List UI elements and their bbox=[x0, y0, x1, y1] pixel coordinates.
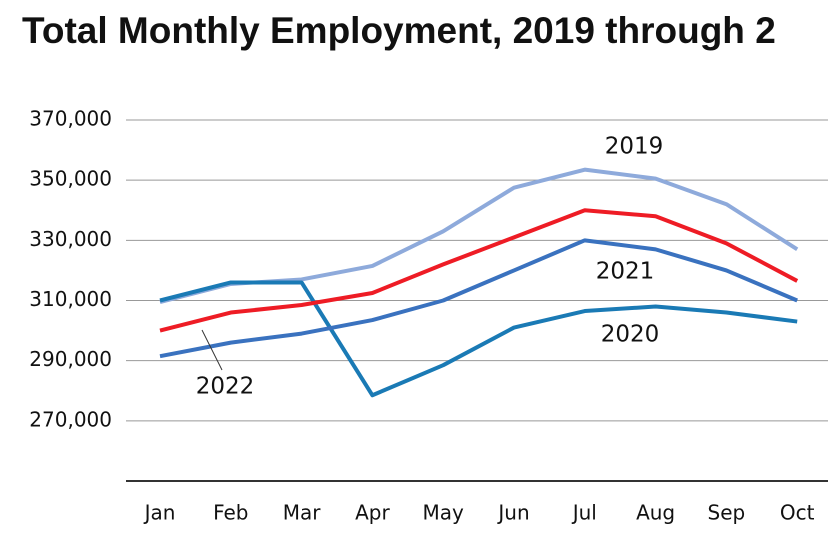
x-tick-label: Sep bbox=[708, 501, 746, 525]
y-tick-label: 290,000 bbox=[29, 347, 112, 371]
x-tick-label: Apr bbox=[355, 501, 390, 525]
x-tick-label: Jan bbox=[143, 501, 176, 525]
y-tick-label: 270,000 bbox=[29, 407, 112, 431]
series-line bbox=[159, 208, 799, 333]
series-label: 2019 bbox=[605, 134, 664, 160]
x-tick-label: May bbox=[423, 501, 465, 525]
chart-title: Total Monthly Employment, 2019 through 2 bbox=[22, 10, 776, 51]
series-line bbox=[159, 238, 798, 359]
y-tick-label: 350,000 bbox=[29, 167, 112, 191]
series-label: 2020 bbox=[601, 322, 660, 348]
series-label: 2022 bbox=[196, 374, 255, 400]
x-tick-label: Oct bbox=[780, 501, 815, 525]
leader-line bbox=[201, 329, 223, 371]
series-line bbox=[159, 280, 798, 398]
y-tick-label: 330,000 bbox=[29, 227, 112, 251]
x-tick-label: Mar bbox=[283, 501, 322, 525]
y-tick-label: 310,000 bbox=[29, 287, 112, 311]
y-tick-label: 370,000 bbox=[29, 107, 112, 131]
x-tick-label: Feb bbox=[213, 501, 248, 525]
x-tick-label: Jun bbox=[496, 501, 529, 525]
x-tick-label: Aug bbox=[636, 501, 675, 525]
x-tick-label: Jul bbox=[571, 501, 597, 525]
series-label: 2021 bbox=[596, 259, 655, 285]
